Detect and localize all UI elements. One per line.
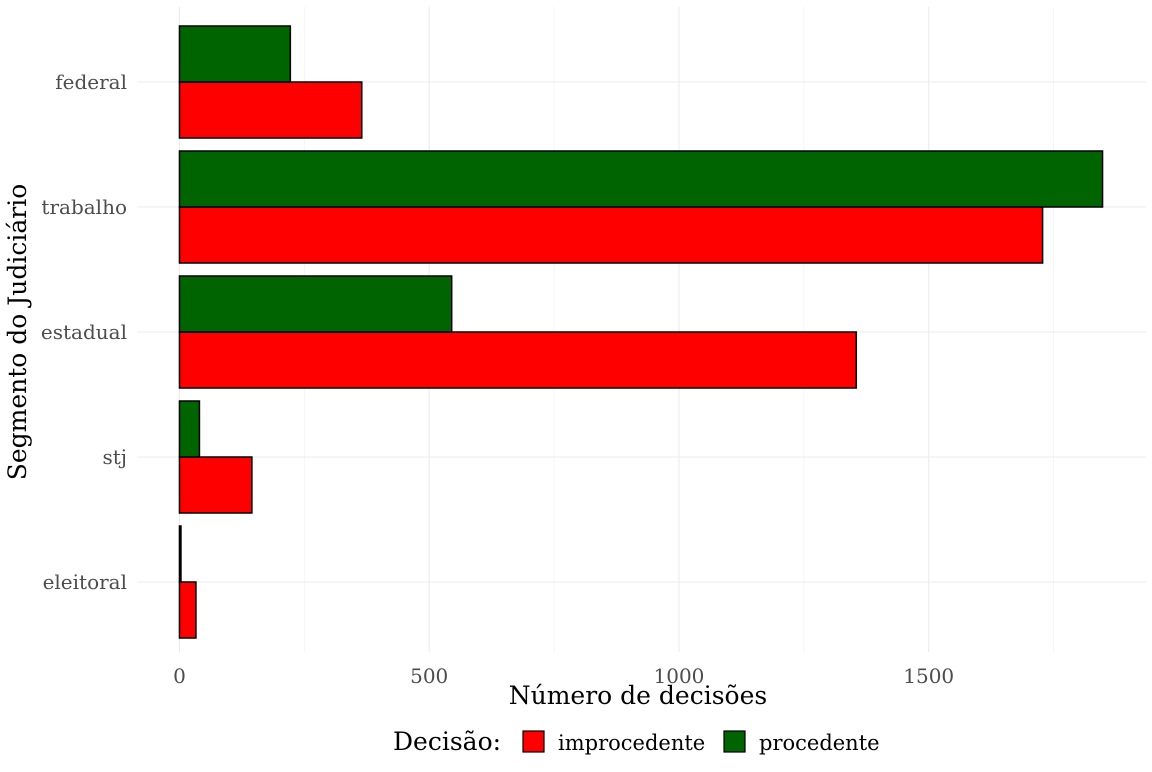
- x-tick-label: 1000: [654, 664, 705, 688]
- x-tick-label: 0: [173, 664, 186, 688]
- bar-stj-improcedente: [178, 456, 253, 514]
- y-tick-label-trabalho: trabalho: [41, 195, 127, 219]
- bar-estadual-improcedente: [178, 331, 858, 389]
- x-axis-tick-labels: 0 500 1000 1500: [173, 664, 954, 688]
- legend-key-procedente: [723, 730, 746, 753]
- bar-estadual-procedente: [178, 275, 453, 333]
- bar-federal-procedente: [178, 25, 292, 83]
- bar-eleitoral-procedente: [178, 525, 182, 583]
- legend-key-improcedente: [522, 730, 545, 753]
- y-axis-title: Segmento do Judiciário: [3, 184, 32, 481]
- x-tick-label: 1500: [903, 664, 954, 688]
- bar-trabalho-procedente: [178, 150, 1104, 208]
- bar-federal-improcedente: [178, 81, 363, 139]
- x-tick-label: 500: [410, 664, 448, 688]
- legend-label-procedente: procedente: [759, 731, 880, 755]
- bar-eleitoral-improcedente: [178, 581, 197, 639]
- y-tick-label-federal: federal: [55, 70, 127, 94]
- bar-trabalho-improcedente: [178, 206, 1044, 264]
- legend-label-improcedente: improcedente: [558, 731, 705, 755]
- y-tick-label-eleitoral: eleitoral: [43, 570, 127, 594]
- y-tick-label-estadual: estadual: [41, 320, 127, 344]
- legend-title: Decisão:: [393, 727, 501, 756]
- bars: [178, 25, 1104, 639]
- y-axis-tick-labels: eleitoral stj estadual trabalho federal: [41, 70, 127, 594]
- y-tick-label-stj: stj: [102, 445, 127, 469]
- x-axis-title: Número de decisões: [509, 681, 767, 710]
- legend-entries: improcedente procedente: [522, 730, 880, 755]
- bar-stj-procedente: [178, 400, 201, 458]
- legend: Decisão: improcedente procedente: [393, 727, 880, 756]
